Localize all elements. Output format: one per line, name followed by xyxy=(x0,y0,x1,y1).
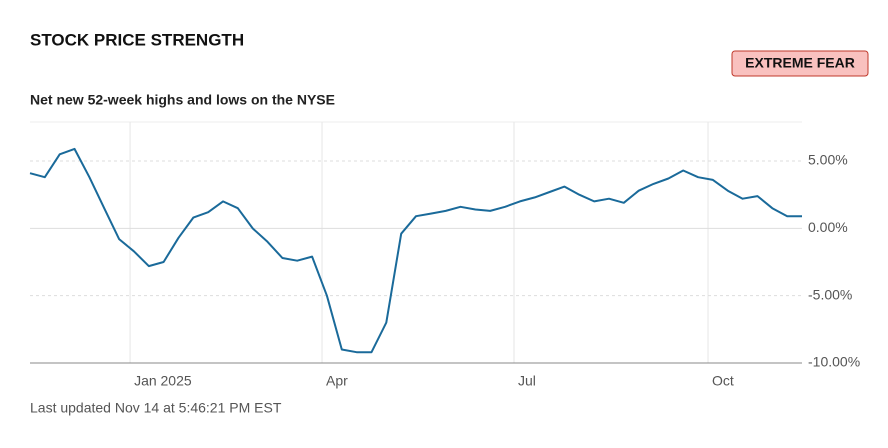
badge: EXTREME FEAR xyxy=(745,55,855,71)
y-tick-label: -10.00% xyxy=(808,354,860,370)
footnote: Last updated Nov 14 at 5:46:21 PM EST xyxy=(30,400,282,416)
x-tick-label: Jul xyxy=(518,373,536,389)
y-tick-label: 0.00% xyxy=(808,219,848,235)
subtitle: Net new 52-week highs and lows on the NY… xyxy=(30,92,335,108)
y-tick-label: 5.00% xyxy=(808,152,848,168)
series-line xyxy=(29,147,802,354)
chart-title: STOCK PRICE STRENGTH xyxy=(30,30,244,49)
badge-box xyxy=(731,50,869,77)
y-tick-label: -5.00% xyxy=(808,286,852,302)
x-tick-label: Apr xyxy=(326,373,348,389)
x-tick-label: Jan 2025 xyxy=(134,373,192,389)
x-tick-label: Oct xyxy=(712,373,734,389)
